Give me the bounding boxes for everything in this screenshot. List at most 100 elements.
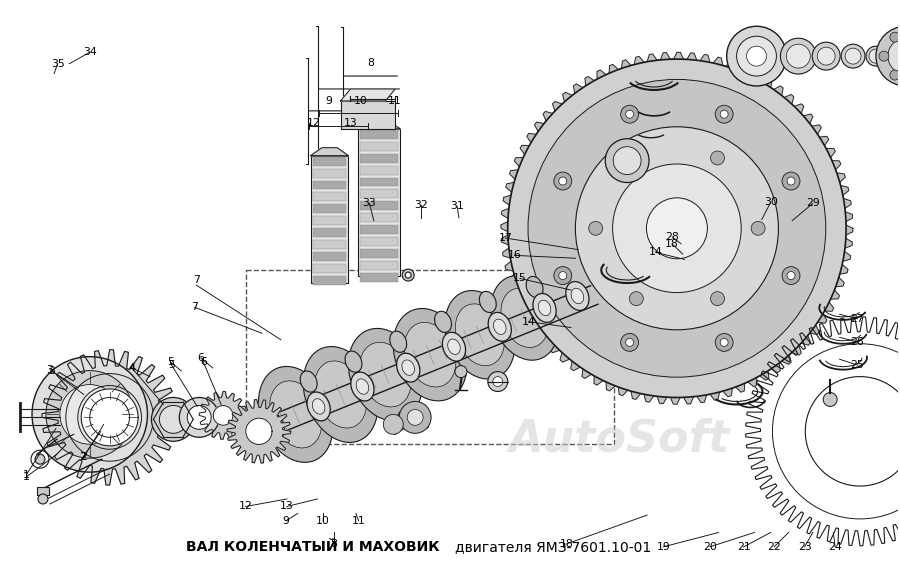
Circle shape xyxy=(621,105,639,123)
Ellipse shape xyxy=(356,379,369,394)
Circle shape xyxy=(782,267,800,285)
Ellipse shape xyxy=(538,300,551,316)
Polygon shape xyxy=(199,392,247,439)
Circle shape xyxy=(613,147,641,175)
Text: 11: 11 xyxy=(387,96,401,106)
Text: ВАЛ КОЛЕНЧАТЫЙ И МАХОВИК: ВАЛ КОЛЕНЧАТЫЙ И МАХОВИК xyxy=(186,540,445,554)
Text: 23: 23 xyxy=(797,542,812,552)
Polygon shape xyxy=(248,286,598,444)
Circle shape xyxy=(720,338,728,346)
Text: 17: 17 xyxy=(499,233,512,243)
Text: 7: 7 xyxy=(193,275,200,285)
Circle shape xyxy=(46,371,133,458)
Bar xyxy=(360,130,398,139)
Bar xyxy=(246,270,614,444)
Bar xyxy=(37,487,49,495)
Bar xyxy=(360,201,398,211)
Circle shape xyxy=(888,38,900,74)
Text: 34: 34 xyxy=(83,47,97,57)
Bar xyxy=(360,177,398,187)
Text: 25: 25 xyxy=(850,360,864,370)
Text: 3: 3 xyxy=(47,365,53,375)
Text: 1: 1 xyxy=(22,470,30,480)
Ellipse shape xyxy=(314,361,366,428)
Text: AutoSoft: AutoSoft xyxy=(508,418,730,461)
Text: 10: 10 xyxy=(316,516,329,526)
Text: 18: 18 xyxy=(665,239,679,249)
Circle shape xyxy=(876,26,900,86)
Circle shape xyxy=(787,177,795,185)
Text: 16: 16 xyxy=(508,251,521,260)
Text: 20: 20 xyxy=(703,542,716,552)
Circle shape xyxy=(187,405,212,429)
Ellipse shape xyxy=(435,311,452,332)
Ellipse shape xyxy=(445,291,515,379)
Text: 18: 18 xyxy=(560,539,573,549)
Circle shape xyxy=(493,376,503,386)
Bar xyxy=(312,240,346,249)
Circle shape xyxy=(407,409,423,425)
Circle shape xyxy=(402,269,414,281)
Bar xyxy=(312,204,346,213)
Text: 13: 13 xyxy=(344,118,357,128)
Circle shape xyxy=(736,36,777,76)
Polygon shape xyxy=(42,350,177,485)
Circle shape xyxy=(629,151,643,165)
Bar xyxy=(312,180,346,190)
Ellipse shape xyxy=(447,339,460,354)
Text: 15: 15 xyxy=(513,273,526,284)
Bar xyxy=(360,249,398,258)
Ellipse shape xyxy=(301,371,317,392)
Bar xyxy=(360,166,398,175)
Text: 35: 35 xyxy=(50,59,65,68)
Bar xyxy=(312,193,346,201)
Text: 26: 26 xyxy=(850,337,864,347)
Circle shape xyxy=(159,405,187,433)
Text: 32: 32 xyxy=(415,200,428,209)
Bar xyxy=(340,101,395,129)
Text: 6: 6 xyxy=(200,357,207,367)
Ellipse shape xyxy=(261,412,284,441)
Ellipse shape xyxy=(345,351,362,372)
Circle shape xyxy=(845,48,861,64)
Text: 8: 8 xyxy=(330,539,337,549)
Text: 19: 19 xyxy=(656,542,670,552)
Circle shape xyxy=(710,292,724,306)
Circle shape xyxy=(817,47,835,65)
Text: 14: 14 xyxy=(649,248,663,258)
Circle shape xyxy=(824,393,837,407)
Circle shape xyxy=(813,42,840,70)
Circle shape xyxy=(559,271,567,280)
Ellipse shape xyxy=(397,353,419,382)
Circle shape xyxy=(621,334,639,351)
Text: 13: 13 xyxy=(280,502,294,512)
Ellipse shape xyxy=(359,342,411,407)
Circle shape xyxy=(629,292,643,306)
Ellipse shape xyxy=(566,281,589,310)
Text: 4: 4 xyxy=(128,362,135,372)
Circle shape xyxy=(383,414,403,434)
Bar xyxy=(312,264,346,273)
Ellipse shape xyxy=(572,288,584,304)
Circle shape xyxy=(60,385,120,444)
Text: 10: 10 xyxy=(354,96,367,106)
Text: 4: 4 xyxy=(129,363,136,373)
Circle shape xyxy=(554,267,572,285)
Bar xyxy=(360,261,398,270)
Polygon shape xyxy=(340,89,395,101)
Circle shape xyxy=(405,272,411,278)
Circle shape xyxy=(488,372,508,392)
Text: 9: 9 xyxy=(283,516,290,526)
Circle shape xyxy=(787,44,810,68)
Ellipse shape xyxy=(270,381,322,448)
Text: 29: 29 xyxy=(806,198,820,208)
Text: двигателя ЯМЗ-7601.10-01: двигателя ЯМЗ-7601.10-01 xyxy=(455,540,652,554)
Circle shape xyxy=(787,271,795,280)
Text: 6: 6 xyxy=(198,353,204,363)
Circle shape xyxy=(528,79,826,377)
Bar xyxy=(360,225,398,234)
Circle shape xyxy=(752,222,765,235)
Ellipse shape xyxy=(404,322,456,387)
Bar xyxy=(360,213,398,222)
Ellipse shape xyxy=(443,332,465,361)
